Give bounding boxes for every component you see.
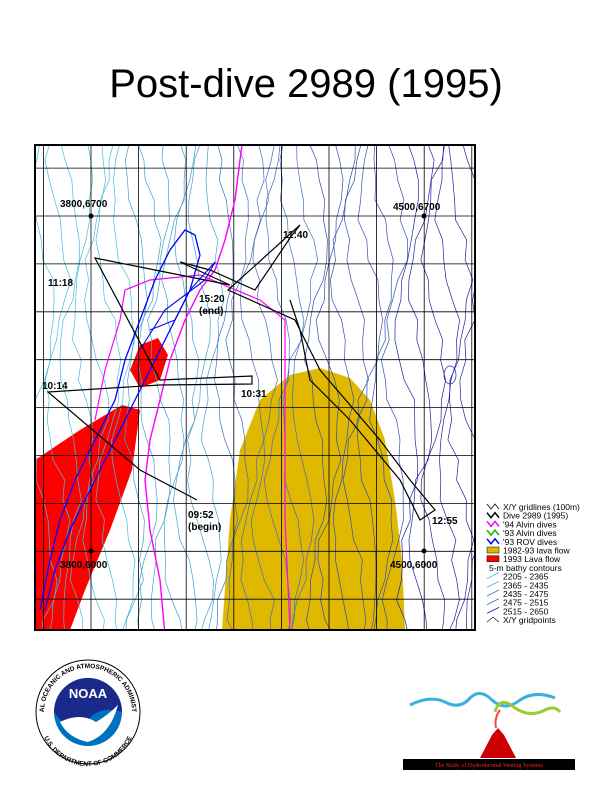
legend-label: X/Y gridlines (100m) <box>503 502 580 512</box>
alvin-93-track <box>39 229 201 611</box>
legend-swatch <box>486 503 500 510</box>
grid-point <box>88 548 94 554</box>
contour <box>291 145 319 630</box>
corner-label: 3800,6000 <box>60 560 108 571</box>
legend-label: 2435 - 2475 <box>503 589 549 599</box>
contour <box>225 145 249 630</box>
legend-swatch <box>486 555 500 562</box>
contour <box>147 145 171 630</box>
contour <box>44 145 72 630</box>
contour <box>330 145 356 630</box>
time-label: 15:20 <box>199 294 225 305</box>
legend-swatch <box>486 572 500 579</box>
contour <box>250 145 278 630</box>
contour <box>200 145 225 630</box>
contour <box>303 145 328 630</box>
lava-1993 <box>130 338 168 388</box>
contour <box>356 145 384 630</box>
legend-label: 2365 - 2435 <box>503 580 549 590</box>
noaa-text: NOAA <box>69 686 108 701</box>
contour <box>443 365 457 385</box>
legend-swatch <box>486 616 500 623</box>
contour <box>394 145 419 630</box>
legend-swatch <box>486 546 500 554</box>
alvin-94-track <box>94 274 291 630</box>
grid <box>35 145 475 630</box>
legend-label: 2475 - 2515 <box>503 598 549 608</box>
legend-label: '94 Alvin dives <box>503 519 557 529</box>
dive-2989-track <box>46 224 436 521</box>
alvin-94-track <box>144 145 243 630</box>
legend-swatch <box>486 607 500 614</box>
time-label: 09:52 <box>188 510 214 521</box>
contour <box>173 145 200 630</box>
legend-label: '93 ROV dives <box>503 537 557 547</box>
corner-label: 3800,6700 <box>60 199 108 210</box>
legend-swatch <box>486 537 500 546</box>
time-label: 10:31 <box>241 389 267 400</box>
contour <box>137 145 162 630</box>
legend-label: 2205 - 2365 <box>503 572 549 582</box>
corner-label: 4500,6000 <box>390 560 438 571</box>
contour <box>420 145 446 630</box>
legend-swatch <box>486 520 500 528</box>
contour <box>459 145 475 630</box>
contour <box>111 145 136 630</box>
legend-swatch <box>486 528 500 537</box>
legend-label: 2515 - 2650 <box>503 606 549 616</box>
time-label: 11:40 <box>283 230 308 241</box>
contour <box>240 145 265 630</box>
contour <box>263 145 291 630</box>
contour <box>161 145 187 630</box>
legend-label: Dive 2989 (1995) <box>503 511 568 521</box>
contour <box>124 145 148 630</box>
map-frame <box>34 144 476 631</box>
contour <box>380 145 409 630</box>
contour <box>35 145 58 630</box>
map <box>35 145 475 630</box>
title: Post-dive 2989 (1995) <box>109 62 503 106</box>
grid-point <box>88 213 94 219</box>
time-label: (begin) <box>188 522 221 533</box>
lava-1993 <box>35 405 140 630</box>
vents-caption: The Study of Hydrothermal Venting System… <box>435 762 544 769</box>
legend-label: 1993 Lava flow <box>503 554 561 564</box>
vents-logo: The Study of Hydrothermal Venting System… <box>403 692 575 770</box>
grid-point <box>421 213 427 219</box>
corner-label: 4500,6700 <box>393 202 441 213</box>
grid-point <box>421 548 427 554</box>
lava-1982-93 <box>222 368 405 630</box>
legend-swatch <box>486 580 500 588</box>
time-label: 10:14 <box>42 381 68 392</box>
contours <box>35 145 475 630</box>
legend-label: '93 Alvin dives <box>503 528 557 538</box>
time-label: (end) <box>199 306 223 317</box>
legend: X/Y gridlines (100m)Dive 2989 (1995)'94 … <box>486 502 580 625</box>
legend-swatch <box>486 589 500 597</box>
legend-label: 5-m bathy contours <box>489 563 562 573</box>
contour <box>342 145 369 630</box>
legend-label: X/Y gridpoints <box>503 615 556 625</box>
legend-swatch <box>486 511 500 519</box>
contour <box>369 145 394 630</box>
contour <box>447 145 475 630</box>
legend-swatch <box>486 598 500 606</box>
rov-93-track <box>139 261 216 351</box>
time-label: 12:55 <box>432 516 458 527</box>
contour <box>82 145 109 630</box>
contour <box>434 145 460 630</box>
time-label: 11:18 <box>48 278 73 289</box>
contour <box>59 145 82 630</box>
legend-label: 1982-93 lava flow <box>503 546 570 556</box>
contour <box>408 145 435 630</box>
contour <box>187 145 214 630</box>
